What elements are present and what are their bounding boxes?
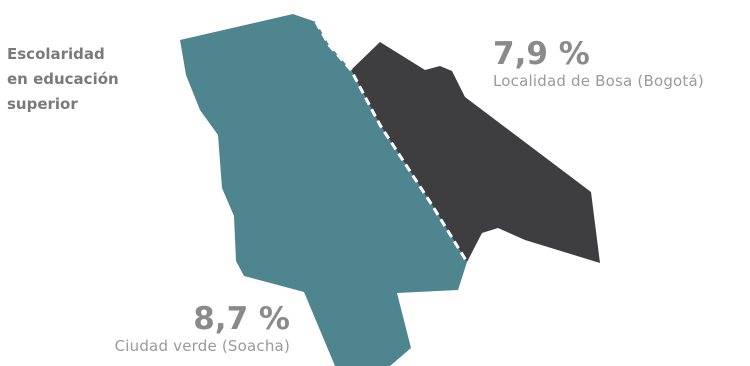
map-title: Escolaridad en educación superior xyxy=(7,42,167,117)
title-line: superior xyxy=(7,95,78,113)
bosa-value: 7,9 % xyxy=(493,36,590,72)
soacha-place-label: Ciudad verde (Soacha) xyxy=(114,337,290,355)
bosa-stat: 7,9 % Localidad de Bosa (Bogotá) xyxy=(493,36,704,90)
bosa-place-label: Localidad de Bosa (Bogotá) xyxy=(493,72,704,90)
region-soacha-shape xyxy=(180,14,467,366)
soacha-value: 8,7 % xyxy=(193,301,290,337)
region-bosa-shape xyxy=(351,42,600,263)
soacha-stat: 8,7 % Ciudad verde (Soacha) xyxy=(78,301,290,355)
region-border-line xyxy=(314,21,469,263)
title-line: Escolaridad xyxy=(7,45,105,63)
title-line: en educación xyxy=(7,70,119,88)
